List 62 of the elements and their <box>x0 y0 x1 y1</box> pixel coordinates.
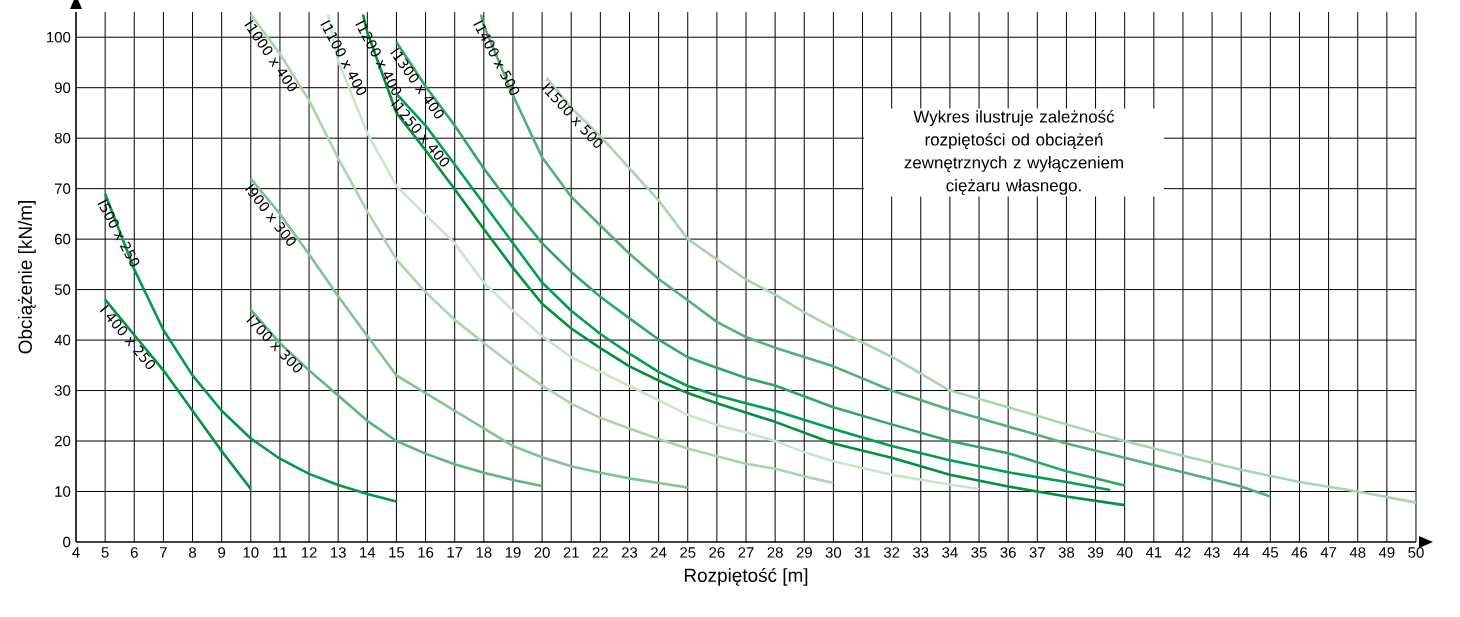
x-tick-label: 11 <box>273 547 287 558</box>
y-axis-title: Obciążenie [kN/m] <box>18 201 36 354</box>
x-tick-label: 33 <box>913 547 929 558</box>
x-tick-label: 44 <box>1233 547 1250 558</box>
x-tick-label: 41 <box>1145 547 1162 558</box>
y-tick-label: 90 <box>54 82 71 93</box>
x-tick-label: 39 <box>1087 547 1104 558</box>
y-tick-label: 0 <box>63 536 71 548</box>
x-axis-title: Rozpiętość [m] <box>684 567 808 586</box>
x-tick-label: 26 <box>709 547 725 558</box>
x-tick-label: 40 <box>1116 547 1133 558</box>
x-tick-label: 10 <box>243 547 259 558</box>
x-tick-label: 43 <box>1204 547 1220 558</box>
x-tick-label: 25 <box>680 547 696 558</box>
x-tick-label: 20 <box>534 547 550 558</box>
x-tick-label: 7 <box>160 547 167 558</box>
x-tick-label: 47 <box>1320 547 1337 558</box>
x-tick-label: 23 <box>621 547 638 558</box>
x-tick-label: 29 <box>796 547 812 558</box>
x-tick-label: 12 <box>301 547 317 558</box>
y-tick-label: 30 <box>54 385 71 396</box>
y-tick-label: 100 <box>47 31 71 43</box>
x-tick-label: 36 <box>1000 547 1016 558</box>
annotation: Wykres ilustruje zależność rozpiętości od obciążeń zewnętrznych z wyłączeniem ciężaru własnego. <box>904 110 1123 195</box>
x-tick-label: 17 <box>447 547 463 558</box>
x-tick-label: 34 <box>942 547 958 558</box>
x-tick-label: 13 <box>331 547 346 558</box>
y-tick-label: 70 <box>54 183 71 194</box>
y-tick-label: 40 <box>54 334 71 346</box>
x-tick-label: 46 <box>1291 547 1308 558</box>
x-tick-label: 9 <box>218 547 226 558</box>
x-tick-label: 4 <box>72 547 80 558</box>
x-tick-label: 37 <box>1029 547 1045 558</box>
x-tick-label: 50 <box>1408 547 1424 558</box>
x-tick-label: 16 <box>418 547 434 558</box>
x-tick-label: 48 <box>1349 547 1366 558</box>
x-tick-label: 5 <box>101 547 109 558</box>
x-tick-label: 24 <box>651 547 667 558</box>
x-tick-label: 6 <box>130 547 138 558</box>
x-tick-label: 19 <box>505 547 521 558</box>
x-tick-label: 8 <box>189 547 197 558</box>
x-tick-label: 35 <box>971 547 987 558</box>
y-tick-label: 50 <box>54 284 71 295</box>
x-tick-label: 42 <box>1174 547 1191 558</box>
x-tick-label: 15 <box>389 547 405 558</box>
y-tick-label: 80 <box>54 132 71 144</box>
x-tick-label: 18 <box>476 547 492 558</box>
x-tick-label: 32 <box>883 547 900 558</box>
x-tick-label: 27 <box>738 547 754 558</box>
y-tick-label: 20 <box>54 435 71 447</box>
x-tick-label: 22 <box>592 547 608 558</box>
x-tick-label: 21 <box>563 547 579 558</box>
x-tick-label: 14 <box>360 547 376 558</box>
y-tick-label: 10 <box>55 486 71 497</box>
x-tick-label: 30 <box>825 547 842 558</box>
x-tick-label: 31 <box>854 547 871 558</box>
text: I500 x 250 <box>97 199 140 267</box>
y-tick-label: 60 <box>54 233 71 245</box>
x-tick-label: 45 <box>1262 547 1279 558</box>
x-tick-label: 38 <box>1058 547 1075 558</box>
x-tick-label: 28 <box>767 547 783 558</box>
x-tick-label: 49 <box>1378 547 1395 558</box>
